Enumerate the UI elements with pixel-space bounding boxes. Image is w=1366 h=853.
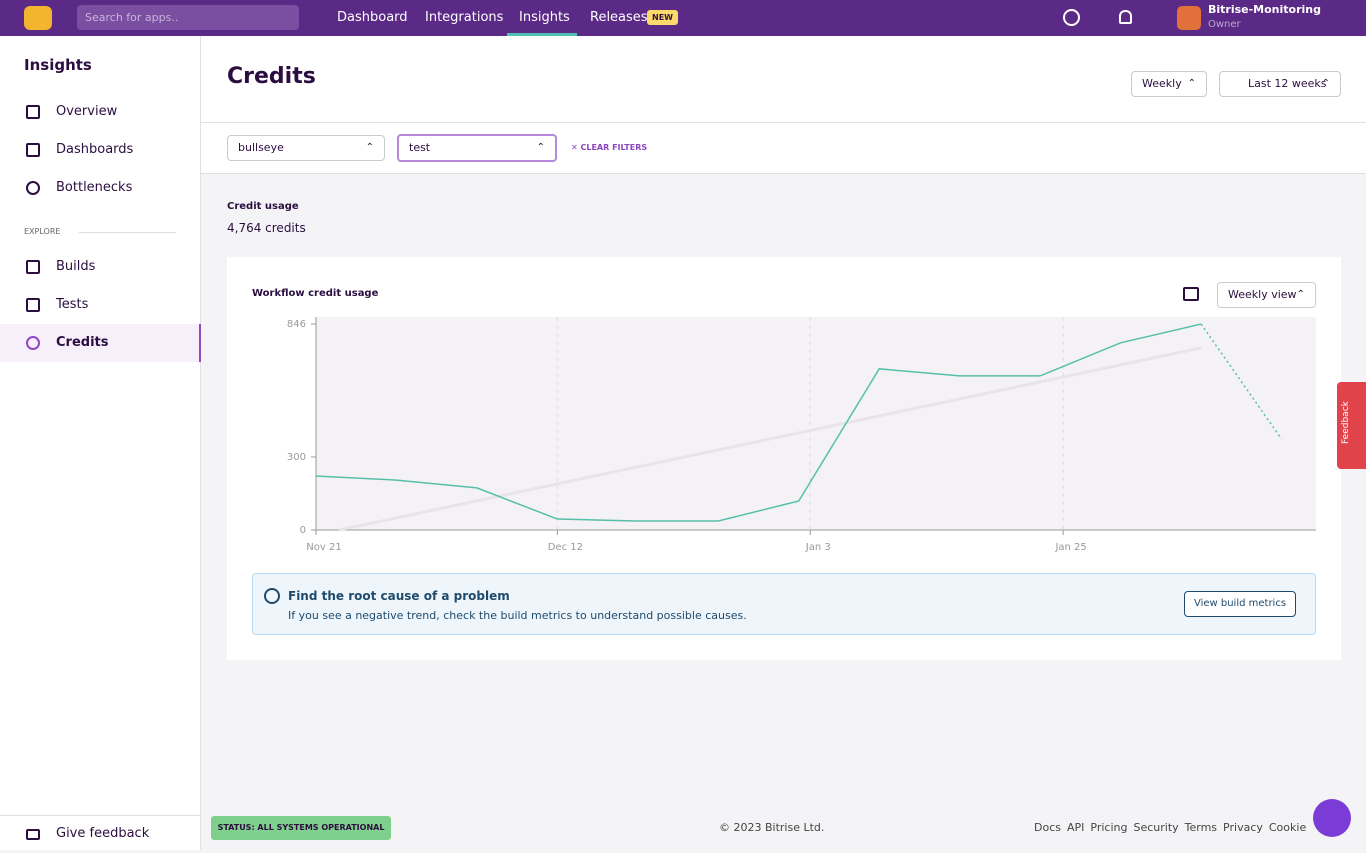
summary-value: 4,764 credits bbox=[227, 221, 306, 235]
label: Overview bbox=[56, 104, 118, 119]
chat-button[interactable] bbox=[1313, 799, 1351, 837]
org-role: Owner bbox=[1208, 19, 1241, 30]
x-tick-label: Dec 12 bbox=[548, 542, 583, 553]
footer-link[interactable]: Pricing bbox=[1090, 821, 1128, 834]
sidebar: Insights Overview Dashboards Bottlenecks… bbox=[0, 36, 201, 850]
nav-link[interactable]: Integrations bbox=[425, 10, 504, 25]
sidebar-item[interactable]: Overview bbox=[0, 93, 201, 131]
active-indicator bbox=[507, 33, 577, 36]
copyright: © 2023 Bitrise Ltd. bbox=[719, 821, 825, 834]
divider bbox=[0, 815, 201, 816]
sidebar-item[interactable]: Builds bbox=[0, 248, 201, 286]
filter-select[interactable]: bullseye bbox=[227, 135, 385, 161]
label: Credits bbox=[56, 335, 109, 350]
x-tick-label: Nov 21 bbox=[306, 542, 341, 553]
page-title: Credits bbox=[227, 64, 316, 89]
divider bbox=[79, 232, 176, 233]
org-name[interactable]: Bitrise-Monitoring bbox=[1208, 3, 1322, 16]
footer-link[interactable]: Cookie bbox=[1268, 821, 1307, 834]
callout: Find the root cause of a problem If you … bbox=[252, 573, 1316, 635]
bell-icon[interactable] bbox=[1119, 10, 1132, 24]
org-avatar[interactable] bbox=[1177, 6, 1201, 30]
section-label: EXPLORE bbox=[24, 227, 61, 236]
y-tick-label: 0 bbox=[300, 525, 306, 536]
feedback-link[interactable]: Give feedback bbox=[0, 815, 201, 853]
feedback-tab[interactable]: Feedback bbox=[1337, 382, 1366, 469]
label: Dashboards bbox=[56, 142, 134, 157]
logo[interactable] bbox=[24, 6, 52, 30]
info-icon bbox=[264, 588, 280, 604]
sidebar-item[interactable]: Bottlenecks bbox=[0, 169, 201, 207]
period-select[interactable]: Weekly bbox=[1131, 71, 1207, 97]
clear-filters[interactable]: ✕ CLEAR FILTERS bbox=[571, 143, 648, 152]
filter-select[interactable]: test bbox=[397, 134, 557, 162]
divider bbox=[201, 122, 1366, 123]
x-tick-label: Jan 3 bbox=[805, 542, 831, 553]
footer-link[interactable]: Terms bbox=[1184, 821, 1218, 834]
range-select[interactable]: Last 12 weeks bbox=[1219, 71, 1341, 97]
sidebar-item[interactable]: Dashboards bbox=[0, 131, 201, 169]
callout-title: Find the root cause of a problem bbox=[288, 589, 510, 603]
chart: 0 300 846 Nov 21 Dec 12 Jan 3 Jan 25 bbox=[287, 317, 1316, 553]
trend-line bbox=[338, 346, 1202, 532]
footer-link[interactable]: API bbox=[1066, 821, 1085, 834]
label: Builds bbox=[56, 259, 96, 274]
x-tick-label: Jan 25 bbox=[1054, 542, 1086, 553]
sidebar-item-active[interactable]: Credits bbox=[0, 324, 201, 362]
add-icon[interactable] bbox=[1063, 9, 1080, 26]
label: Feedback bbox=[1341, 401, 1351, 444]
badge: NEW bbox=[647, 10, 678, 25]
nav-link[interactable]: Insights bbox=[519, 10, 570, 25]
footer-links: Docs API Pricing Security Terms Privacy Cookie bbox=[1034, 821, 1306, 834]
series-line-projected bbox=[1200, 323, 1283, 440]
top-nav: Search for apps.. Dashboard Integrations… bbox=[0, 0, 1366, 36]
label: CLEAR FILTERS bbox=[580, 143, 648, 152]
sidebar-title: Insights bbox=[24, 56, 92, 74]
nav-link[interactable]: Dashboard bbox=[337, 10, 408, 25]
y-tick-label: 300 bbox=[287, 452, 306, 463]
footer-link[interactable]: Security bbox=[1133, 821, 1179, 834]
label: Tests bbox=[56, 297, 89, 312]
y-tick-label: 846 bbox=[287, 319, 306, 330]
footer-link[interactable]: Docs bbox=[1034, 821, 1061, 834]
sidebar-item[interactable]: Tests bbox=[0, 286, 201, 324]
summary-label: Credit usage bbox=[227, 201, 299, 212]
header: Credits Weekly Last 12 weeks bullseye te… bbox=[201, 36, 1366, 174]
nav-link[interactable]: Releases bbox=[590, 10, 648, 25]
label: Give feedback bbox=[56, 826, 150, 841]
status-badge[interactable]: STATUS: ALL SYSTEMS OPERATIONAL bbox=[211, 816, 391, 840]
search[interactable]: Search for apps.. bbox=[77, 5, 299, 30]
chart-card: Workflow credit usage Weekly view 0 300 84… bbox=[227, 257, 1341, 660]
chart-title: Workflow credit usage bbox=[252, 288, 379, 299]
plot-area bbox=[316, 317, 1316, 530]
series-line bbox=[315, 323, 1202, 522]
footer-link[interactable]: Privacy bbox=[1223, 821, 1263, 834]
callout-text: If you see a negative trend, check the b… bbox=[288, 609, 747, 622]
chart-icon[interactable] bbox=[1183, 287, 1199, 301]
callout-button[interactable]: View build metrics bbox=[1184, 591, 1296, 617]
view-select[interactable]: Weekly view bbox=[1217, 282, 1316, 308]
label: Bottlenecks bbox=[56, 180, 133, 195]
